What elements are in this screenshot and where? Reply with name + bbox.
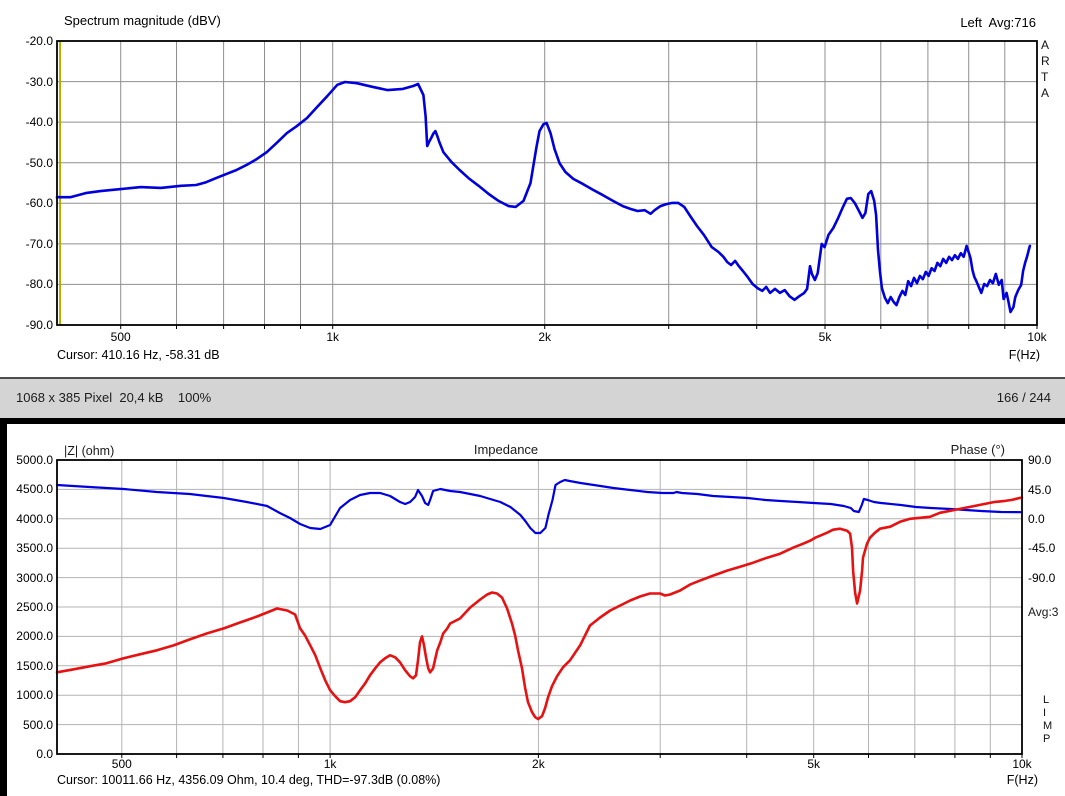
impedance-right-tick-label: 90.0 <box>1028 453 1052 468</box>
spectrum-y-tick-label: -80.0 <box>25 277 53 292</box>
impedance-left-axis-title: |Z| (ohm) <box>64 444 115 458</box>
impedance-right-tick-label: -90.0 <box>1028 570 1056 585</box>
impedance-left-tick-label: 3500.0 <box>16 541 53 556</box>
spectrum-chart-title: Spectrum magnitude (dBV) <box>64 13 221 28</box>
impedance-left-tick-label: 2000.0 <box>16 629 53 644</box>
spectrum-y-tick-label: -70.0 <box>25 236 53 251</box>
spectrum-x-tick-label: 1k <box>326 330 340 344</box>
impedance-left-tick-label: 1000.0 <box>16 688 53 703</box>
spectrum-x-tick-label: 2k <box>538 330 552 344</box>
spectrum-y-tick-label: -30.0 <box>25 74 53 89</box>
spectrum-y-tick-label: -50.0 <box>25 155 53 170</box>
spectrum-curve <box>55 80 1032 314</box>
spectrum-x-tick-label: 10k <box>1027 330 1047 344</box>
spectrum-cursor-readout: Cursor: 410.16 Hz, -58.31 dB <box>57 348 220 362</box>
impedance-right-tick-label: 45.0 <box>1028 482 1052 497</box>
image-info-text: 1068 x 385 Pixel 20,4 kB 100% <box>16 390 212 405</box>
spectrum-y-tick-label: -60.0 <box>25 196 53 211</box>
impedance-x-tick-label: 500 <box>111 757 132 771</box>
arta-spectrum-panel <box>0 0 1065 377</box>
spectrum-x-axis-title: F(Hz) <box>1008 348 1040 362</box>
impedance-left-tick-label: 4000.0 <box>16 511 53 526</box>
impedance-cursor-readout: Cursor: 10011.66 Hz, 4356.09 Ohm, 10.4 d… <box>57 773 441 787</box>
impedance-left-tick-label: 5000.0 <box>16 453 53 467</box>
impedance-right-tick-label: 0.0 <box>1028 512 1045 526</box>
impedance-x-tick-label: 2k <box>532 757 545 771</box>
impedance-curve <box>55 496 1024 721</box>
impedance-left-tick-label: 2500.0 <box>16 600 53 614</box>
impedance-chart-title: Impedance <box>473 442 539 457</box>
spectrum-x-tick-label: 5k <box>818 330 832 344</box>
impedance-left-tick-label: 3000.0 <box>16 570 53 585</box>
impedance-x-tick-label: 5k <box>807 757 821 771</box>
impedance-left-tick-label: 4500.0 <box>16 482 53 497</box>
image-viewer-statusbar: 1068 x 385 Pixel 20,4 kB 100% 166 / 244 <box>0 377 1065 418</box>
spectrum-y-tick-label: -40.0 <box>25 115 53 130</box>
limp-impedance-panel <box>7 424 1065 796</box>
phase-curve <box>55 478 1024 535</box>
image-counter-text: 166 / 244 <box>996 390 1051 405</box>
impedance-left-tick-label: 0.0 <box>36 747 53 761</box>
spectrum-x-tick-label: 500 <box>110 330 131 344</box>
impedance-left-tick-label: 500.0 <box>22 717 53 732</box>
impedance-left-tick-label: 1500.0 <box>16 658 53 673</box>
impedance-right-tick-label: -45.0 <box>1028 541 1056 556</box>
impedance-right-axis-title: Phase (°) <box>950 442 1005 457</box>
impedance-average-label: Avg:3 <box>1028 605 1059 619</box>
spectrum-y-tick-label: -20.0 <box>25 34 53 48</box>
spectrum-y-tick-label: -90.0 <box>25 318 53 332</box>
impedance-x-tick-label: 10k <box>1012 757 1032 771</box>
impedance-x-tick-label: 1k <box>323 757 337 771</box>
impedance-x-axis-title: F(Hz) <box>1006 773 1038 787</box>
spectrum-channel-average-label: Left Avg:716 <box>960 15 1036 30</box>
